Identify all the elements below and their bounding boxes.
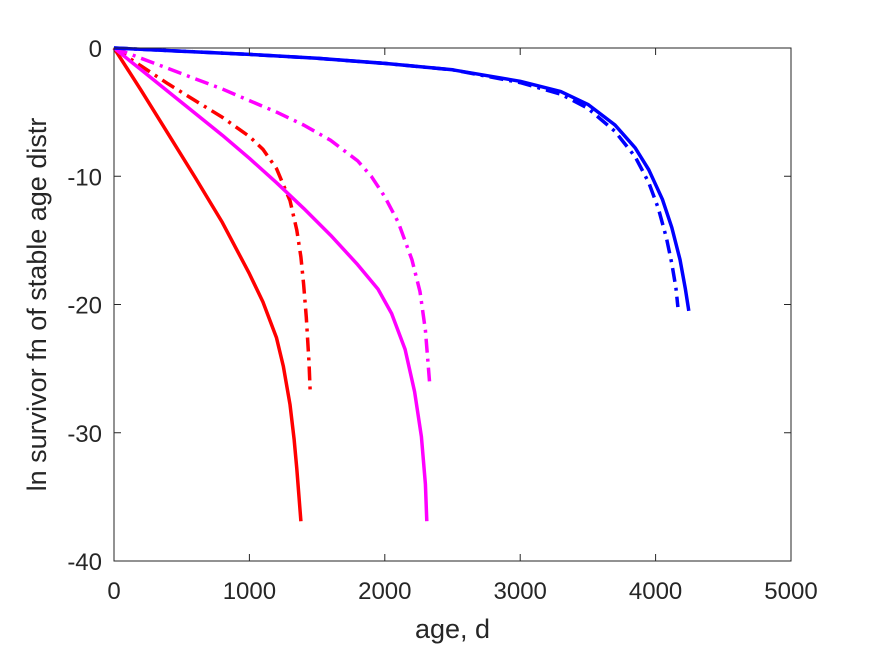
y-tick-label: -10 [67, 164, 102, 191]
x-tick-label: 3000 [494, 578, 547, 605]
x-axis-ticks: 0 1000 2000 3000 4000 5000 [107, 48, 818, 605]
series-line-1-solid [112, 47, 303, 522]
x-tick-label: 0 [107, 578, 120, 605]
series-line-6-dashdot [113, 46, 680, 308]
series-line-4-dashdot [113, 46, 432, 382]
series-line-2-dashdot [113, 46, 313, 395]
series-line-3-solid [112, 46, 429, 522]
y-tick-label: -20 [67, 293, 102, 320]
plot-lines [112, 46, 691, 522]
y-tick-label: -40 [67, 549, 102, 576]
x-tick-label: 1000 [223, 578, 276, 605]
y-tick-label: -30 [67, 421, 102, 448]
x-tick-label: 2000 [358, 578, 411, 605]
x-axis-label: age, d [415, 614, 490, 644]
x-tick-label: 4000 [629, 578, 682, 605]
y-axis-ticks: -40 -30 -20 -10 0 [67, 36, 791, 576]
y-tick-label: 0 [89, 36, 102, 63]
series-line-5-solid [113, 46, 691, 312]
x-tick-label: 5000 [764, 578, 817, 605]
y-axis-label: ln survivor fn of stable age distr [22, 118, 52, 492]
